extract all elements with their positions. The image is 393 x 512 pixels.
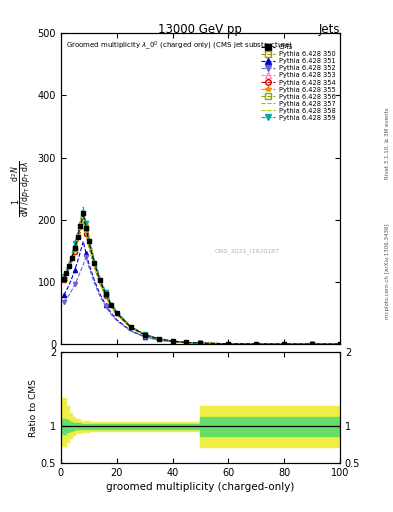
Text: Jets: Jets [318, 23, 340, 36]
Y-axis label: $\frac{1}{\mathrm{d}N\,/\,\mathrm{d}p_\mathrm{T}}\frac{\mathrm{d}^2 N}{\mathrm{d: $\frac{1}{\mathrm{d}N\,/\,\mathrm{d}p_\m… [11, 160, 33, 217]
Text: Rivet 3.1.10, ≥ 3M events: Rivet 3.1.10, ≥ 3M events [385, 108, 390, 179]
Text: CMS_2021_I1920187: CMS_2021_I1920187 [215, 248, 279, 253]
X-axis label: groomed multiplicity (charged-only): groomed multiplicity (charged-only) [106, 482, 295, 493]
Text: mcplots.cern.ch [arXiv:1306.3436]: mcplots.cern.ch [arXiv:1306.3436] [385, 224, 390, 319]
Y-axis label: Ratio to CMS: Ratio to CMS [29, 379, 38, 437]
Text: Groomed multiplicity $\lambda\_0^0$ (charged only) (CMS jet substructure): Groomed multiplicity $\lambda\_0^0$ (cha… [66, 39, 294, 52]
Text: 13000 GeV pp: 13000 GeV pp [158, 23, 242, 36]
Legend: CMS, Pythia 6.428 350, Pythia 6.428 351, Pythia 6.428 352, Pythia 6.428 353, Pyt: CMS, Pythia 6.428 350, Pythia 6.428 351,… [259, 43, 337, 122]
